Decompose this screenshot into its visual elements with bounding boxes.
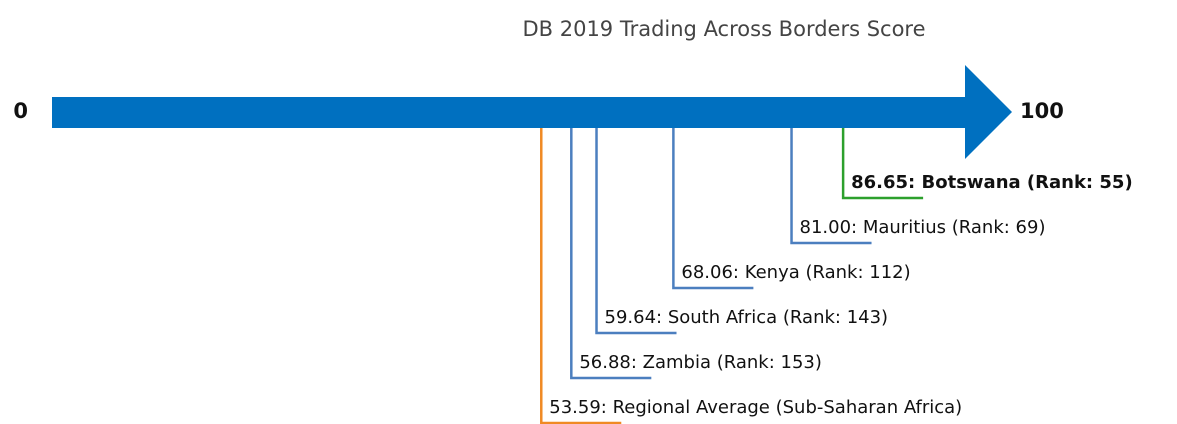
data-label: 68.06: Kenya (Rank: 112) [681,262,910,283]
marker-line [790,128,872,245]
axis-arrow [52,65,1012,159]
marker-line [841,128,924,200]
data-label: 53.59: Regional Average (Sub-Saharan Afr… [549,397,962,418]
data-label: 86.65: Botswana (Rank: 55) [851,172,1133,193]
chart-title: DB 2019 Trading Across Borders Score [522,17,925,41]
marker-line [595,128,677,335]
tick-label: 0 [13,99,28,123]
data-label: 56.88: Zambia (Rank: 153) [579,352,822,373]
data-label: 81.00: Mauritius (Rank: 69) [800,217,1046,238]
tick-label: 100 [1020,99,1064,123]
marker-line [570,128,652,380]
data-label: 59.64: South Africa (Rank: 143) [605,307,889,328]
marker-line [672,128,754,290]
marker-line [540,128,622,424]
